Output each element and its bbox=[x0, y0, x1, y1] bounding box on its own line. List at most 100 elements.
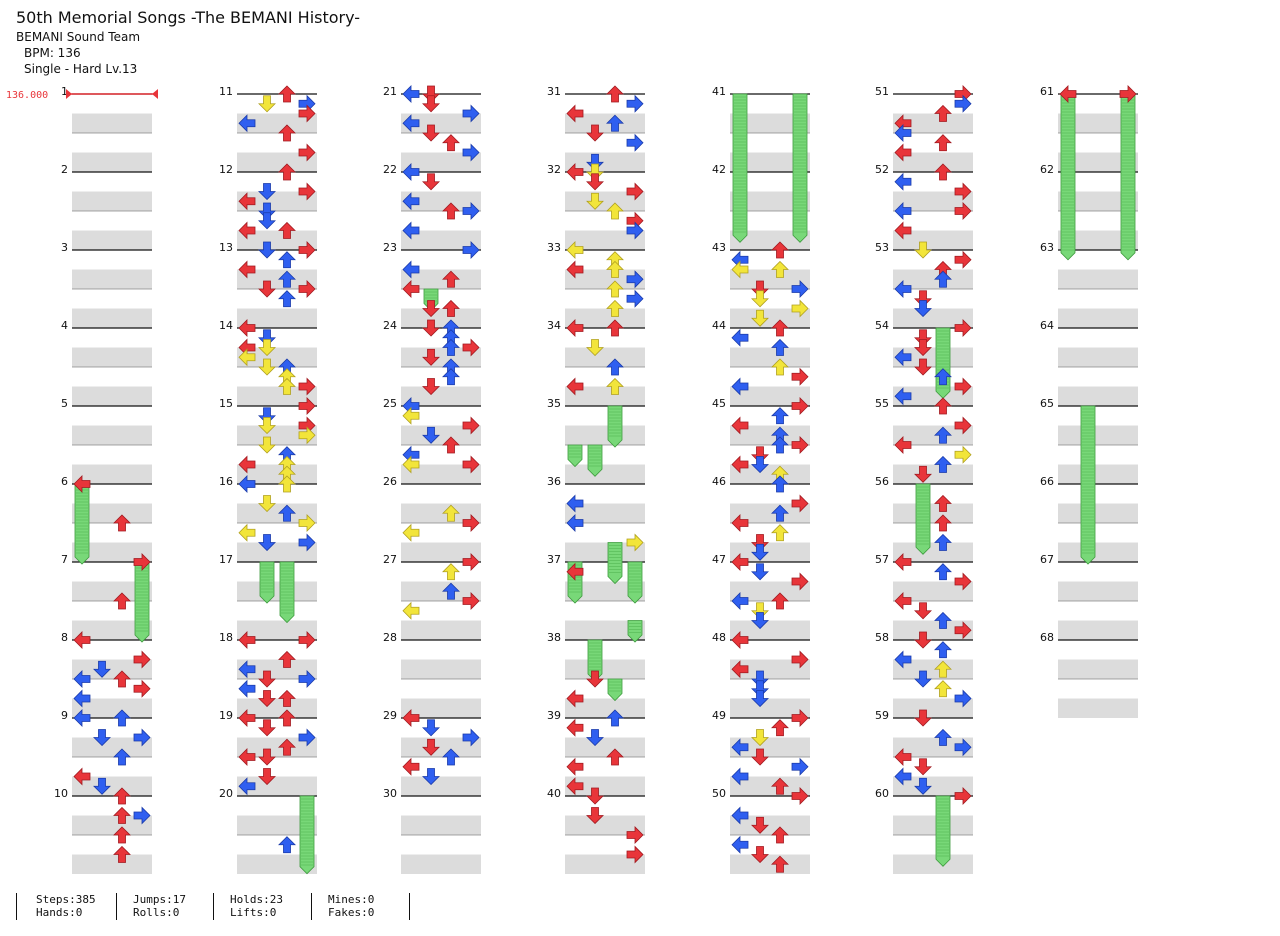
measure-26: 26 bbox=[383, 475, 481, 562]
measure-27: 27 bbox=[383, 553, 481, 640]
arrow-note bbox=[278, 85, 296, 103]
arrow-note bbox=[402, 709, 420, 727]
measure-14: 14 bbox=[219, 319, 317, 406]
measure-number: 50 bbox=[712, 787, 726, 800]
arrow-note bbox=[258, 670, 276, 688]
arrow-note bbox=[278, 377, 296, 395]
arrow-note bbox=[626, 826, 644, 844]
measure-number: 58 bbox=[875, 631, 889, 644]
arrow-note bbox=[298, 728, 316, 747]
arrow-note bbox=[402, 85, 420, 103]
arrow-note bbox=[442, 582, 460, 600]
arrow-note bbox=[771, 358, 789, 376]
stat-value: Holds:23 bbox=[230, 893, 283, 906]
arrow-note bbox=[298, 280, 316, 298]
arrow-note bbox=[278, 689, 296, 707]
arrow-note bbox=[751, 446, 769, 464]
arrow-note bbox=[771, 260, 789, 278]
arrow-note bbox=[914, 777, 932, 795]
arrow-note bbox=[771, 719, 789, 737]
measure-number: 66 bbox=[1040, 475, 1054, 488]
measure-number: 19 bbox=[219, 709, 233, 722]
measure-number: 18 bbox=[219, 631, 233, 644]
arrow-note bbox=[586, 787, 604, 805]
arrow-note bbox=[626, 182, 644, 201]
measure-number: 51 bbox=[875, 85, 889, 98]
arrow-note bbox=[586, 339, 604, 357]
measure-15: 15 bbox=[219, 397, 317, 484]
arrow-note bbox=[402, 280, 420, 298]
measure-number: 12 bbox=[219, 163, 233, 176]
arrow-note bbox=[934, 494, 952, 512]
arrow-note bbox=[626, 289, 644, 308]
arrow-note bbox=[954, 377, 972, 396]
arrow-note bbox=[914, 339, 932, 357]
arrow-note bbox=[606, 748, 624, 766]
arrow-note bbox=[238, 660, 256, 679]
arrow-note bbox=[566, 260, 584, 279]
hold-note bbox=[587, 444, 603, 477]
measure-66: 66 bbox=[1040, 475, 1138, 562]
arrow-note bbox=[566, 494, 584, 513]
measure-number: 25 bbox=[383, 397, 397, 410]
arrow-note bbox=[771, 504, 789, 522]
measure-number: 24 bbox=[383, 319, 397, 332]
arrow-note bbox=[298, 182, 316, 201]
measure-48: 48 bbox=[712, 631, 810, 718]
measure-number: 27 bbox=[383, 553, 397, 566]
measure-number: 46 bbox=[712, 475, 726, 488]
arrow-note bbox=[606, 709, 624, 727]
measure-number: 62 bbox=[1040, 163, 1054, 176]
measure-number: 55 bbox=[875, 397, 889, 410]
arrow-note bbox=[402, 163, 420, 181]
arrow-note bbox=[238, 221, 256, 240]
arrow-note bbox=[914, 602, 932, 620]
arrow-note bbox=[462, 338, 480, 357]
measure-40: 40 bbox=[547, 787, 645, 874]
arrow-note bbox=[771, 475, 789, 493]
measure-number: 21 bbox=[383, 85, 397, 98]
arrow-note bbox=[258, 280, 276, 298]
arrow-note bbox=[422, 738, 440, 756]
arrow-note bbox=[298, 426, 316, 445]
arrow-note bbox=[422, 95, 440, 113]
arrow-note bbox=[791, 650, 809, 669]
arrow-note bbox=[402, 260, 420, 279]
arrow-note bbox=[954, 787, 972, 805]
arrow-note bbox=[791, 787, 809, 805]
arrow-note bbox=[731, 514, 749, 532]
arrow-note bbox=[771, 826, 789, 844]
arrow-note bbox=[566, 377, 584, 396]
song-bpm: BPM: 136 bbox=[24, 46, 81, 60]
arrow-note bbox=[606, 85, 624, 103]
arrow-note bbox=[422, 124, 440, 142]
arrow-note bbox=[606, 319, 624, 337]
arrow-note bbox=[258, 202, 276, 220]
arrow-note bbox=[894, 387, 912, 406]
measure-number: 1 bbox=[61, 85, 68, 98]
arrow-note bbox=[934, 270, 952, 288]
arrow-note bbox=[442, 134, 460, 152]
measure-number: 33 bbox=[547, 241, 561, 254]
arrow-note bbox=[133, 679, 151, 698]
measure-number: 60 bbox=[875, 787, 889, 800]
measure-18: 18 bbox=[219, 631, 317, 718]
measure-22: 22 bbox=[383, 163, 481, 250]
arrow-note bbox=[771, 407, 789, 425]
arrow-note bbox=[278, 163, 296, 181]
measure-46: 46 bbox=[712, 475, 810, 562]
arrow-note bbox=[566, 757, 584, 776]
hold-note bbox=[627, 620, 643, 643]
song-title: 50th Memorial Songs -The BEMANI History- bbox=[16, 8, 361, 27]
arrow-note bbox=[791, 436, 809, 454]
arrow-note bbox=[278, 475, 296, 493]
stat-value: Hands:0 bbox=[36, 906, 83, 919]
measure-number: 48 bbox=[712, 631, 726, 644]
arrow-note bbox=[914, 631, 932, 649]
measure-number: 28 bbox=[383, 631, 397, 644]
measure-number: 8 bbox=[61, 631, 68, 644]
arrow-note bbox=[566, 104, 584, 123]
arrow-note bbox=[751, 612, 769, 630]
arrow-note bbox=[462, 455, 480, 474]
arrow-note bbox=[402, 523, 420, 542]
